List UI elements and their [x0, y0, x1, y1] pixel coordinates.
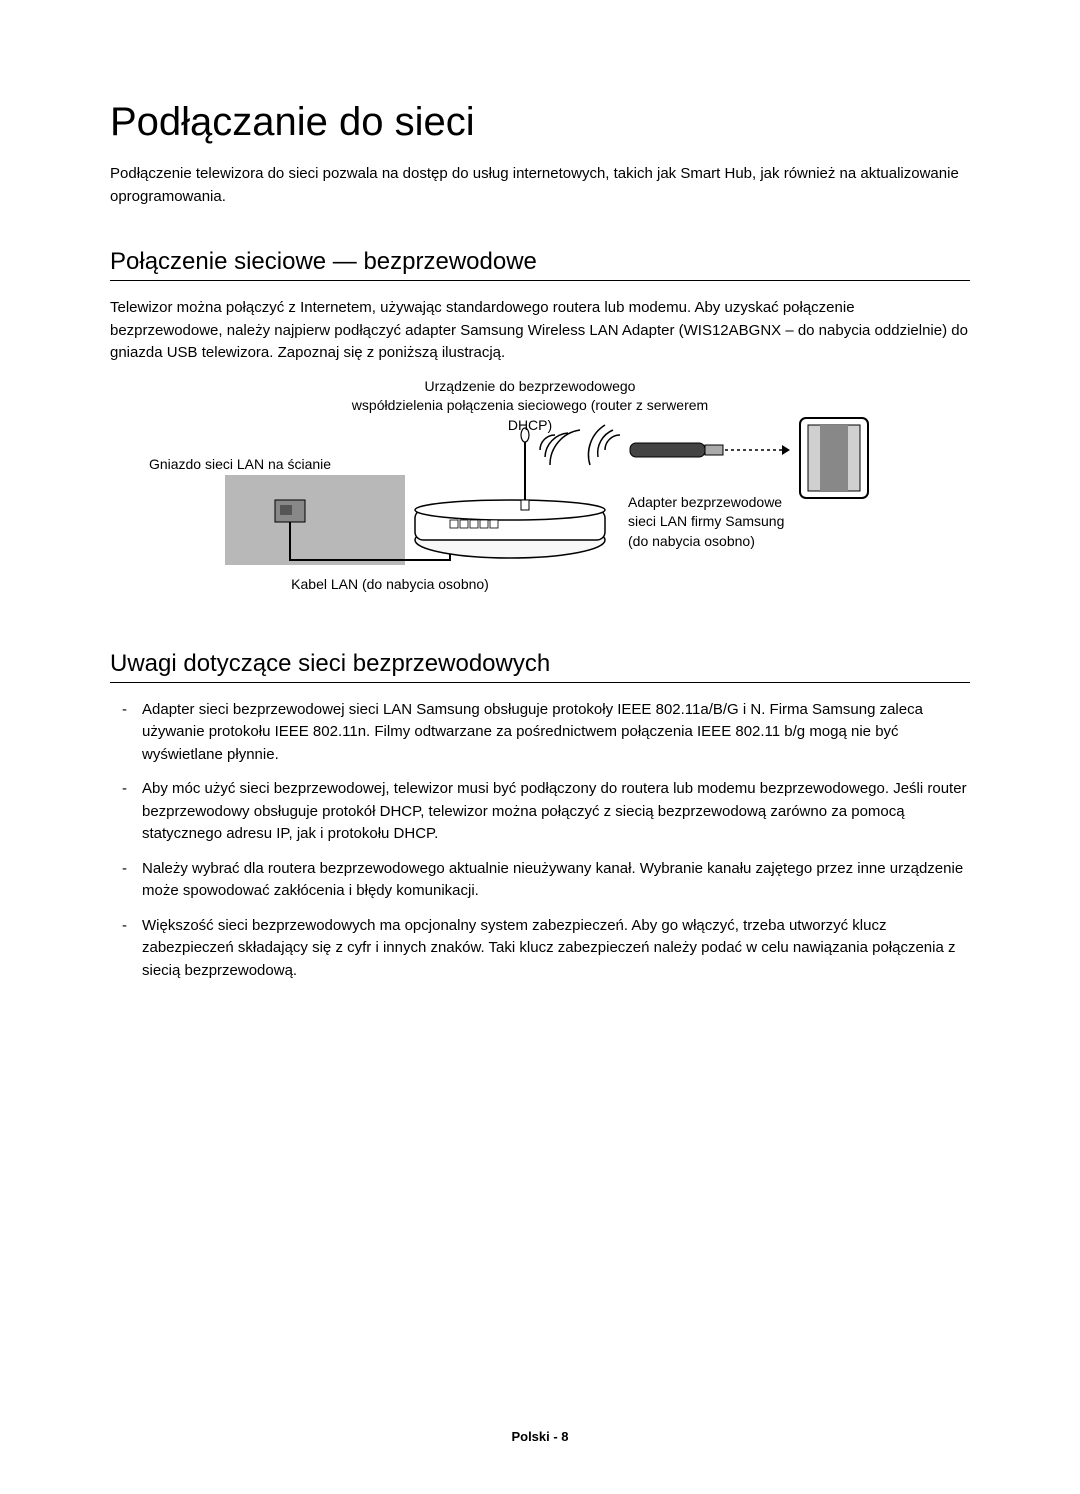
router-label-line2: współdzielenia połączenia sieciowego (ro…	[352, 397, 708, 433]
notes-item-2: Należy wybrać dla routera bezprzewodoweg…	[122, 858, 970, 903]
adapter-label-line1: Adapter bezprzewodowe	[628, 494, 782, 510]
page-title: Podłączanie do sieci	[110, 100, 970, 145]
adapter-label-line2: sieci LAN firmy Samsung	[628, 513, 784, 529]
section1-heading: Połączenie sieciowe — bezprzewodowe	[110, 248, 970, 281]
adapter-label: Adapter bezprzewodowe sieci LAN firmy Sa…	[628, 493, 808, 552]
section2-heading: Uwagi dotyczące sieci bezprzewodowych	[110, 650, 970, 683]
notes-item-3: Większość sieci bezprzewodowych ma opcjo…	[122, 915, 970, 983]
cable-label: Kabel LAN (do nabycia osobno)	[260, 575, 520, 595]
router-label-line1: Urządzenie do bezprzewodowego	[425, 378, 636, 394]
router-label: Urządzenie do bezprzewodowego współdziel…	[330, 377, 730, 436]
notes-item-1: Aby móc użyć sieci bezprzewodowej, telew…	[122, 778, 970, 846]
wall-jack-label: Gniazdo sieci LAN na ścianie	[115, 455, 365, 475]
notes-list: Adapter sieci bezprzewodowej sieci LAN S…	[110, 699, 970, 983]
network-diagram: Urządzenie do bezprzewodowego współdziel…	[160, 385, 920, 595]
section1-text: Telewizor można połączyć z Internetem, u…	[110, 297, 970, 365]
intro-text: Podłączenie telewizora do sieci pozwala …	[110, 163, 970, 208]
page-footer: Polski - 8	[0, 1429, 1080, 1444]
notes-item-0: Adapter sieci bezprzewodowej sieci LAN S…	[122, 699, 970, 767]
adapter-label-line3: (do nabycia osobno)	[628, 533, 755, 549]
